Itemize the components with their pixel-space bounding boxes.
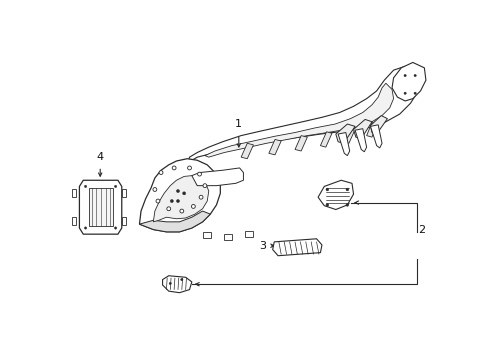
- Circle shape: [115, 227, 117, 229]
- Polygon shape: [370, 125, 382, 148]
- Text: 4: 4: [97, 152, 104, 162]
- Polygon shape: [241, 143, 253, 159]
- Circle shape: [183, 192, 186, 195]
- Circle shape: [84, 185, 87, 188]
- Circle shape: [153, 188, 157, 192]
- Polygon shape: [343, 128, 355, 143]
- Polygon shape: [122, 189, 126, 197]
- Circle shape: [176, 189, 179, 193]
- Polygon shape: [72, 217, 76, 225]
- Polygon shape: [122, 217, 126, 225]
- Polygon shape: [153, 176, 209, 222]
- Circle shape: [180, 209, 184, 213]
- Circle shape: [414, 92, 416, 94]
- Circle shape: [188, 166, 192, 170]
- Circle shape: [159, 171, 163, 175]
- Polygon shape: [140, 211, 210, 232]
- Polygon shape: [245, 231, 253, 237]
- Circle shape: [404, 75, 406, 77]
- Polygon shape: [224, 234, 232, 240]
- Polygon shape: [338, 132, 350, 156]
- Polygon shape: [273, 239, 322, 256]
- Circle shape: [169, 282, 171, 285]
- Circle shape: [115, 185, 117, 188]
- Circle shape: [414, 75, 416, 77]
- Polygon shape: [89, 188, 113, 226]
- Polygon shape: [188, 66, 420, 163]
- Polygon shape: [192, 168, 244, 186]
- Circle shape: [346, 203, 349, 206]
- Circle shape: [203, 184, 207, 188]
- Circle shape: [172, 166, 176, 170]
- Circle shape: [181, 278, 183, 281]
- Circle shape: [176, 199, 179, 203]
- Text: 1: 1: [235, 120, 243, 130]
- Circle shape: [84, 227, 87, 229]
- Circle shape: [167, 207, 171, 211]
- Circle shape: [192, 204, 196, 208]
- Polygon shape: [163, 276, 192, 293]
- Polygon shape: [370, 116, 388, 134]
- Polygon shape: [392, 62, 426, 101]
- Polygon shape: [336, 124, 355, 143]
- Circle shape: [156, 199, 160, 203]
- Polygon shape: [79, 180, 122, 234]
- Polygon shape: [72, 189, 76, 197]
- Polygon shape: [320, 132, 332, 147]
- Circle shape: [171, 199, 173, 203]
- Circle shape: [197, 172, 201, 176]
- Circle shape: [199, 195, 203, 199]
- Polygon shape: [318, 180, 354, 210]
- Polygon shape: [269, 139, 281, 155]
- Circle shape: [404, 92, 406, 94]
- Circle shape: [346, 188, 349, 191]
- Polygon shape: [203, 232, 211, 238]
- Text: 3: 3: [259, 241, 266, 251]
- Text: 2: 2: [418, 225, 425, 235]
- Circle shape: [326, 188, 329, 191]
- Polygon shape: [367, 122, 377, 137]
- Polygon shape: [205, 83, 393, 157]
- Polygon shape: [140, 159, 220, 232]
- Polygon shape: [355, 129, 367, 152]
- Polygon shape: [354, 120, 372, 139]
- Circle shape: [326, 203, 329, 206]
- Polygon shape: [295, 136, 307, 151]
